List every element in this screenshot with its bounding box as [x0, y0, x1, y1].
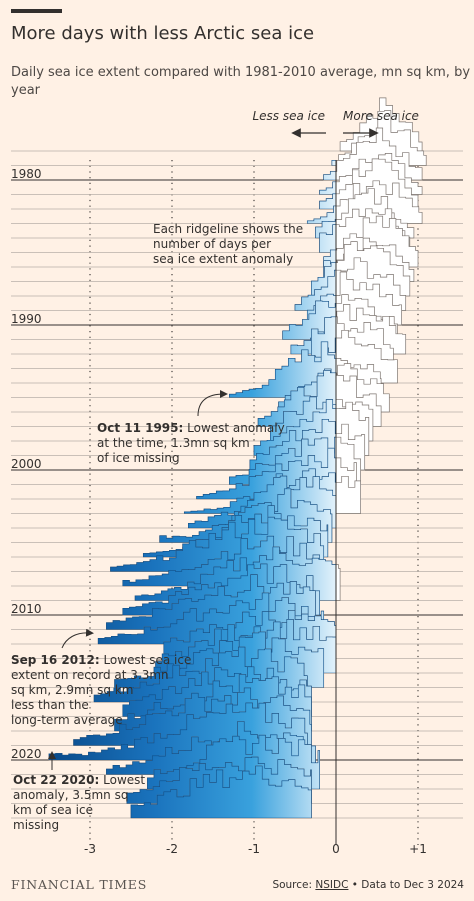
- ridgeline-note-line-2: number of days per: [153, 237, 271, 251]
- ridge-negative-fill: [130, 765, 312, 818]
- year-label-2000: 2000: [11, 457, 42, 471]
- top-accent-bar: [11, 9, 62, 13]
- source-note: Source: NSIDC • Data to Dec 3 2024: [272, 879, 464, 891]
- year-label-1990: 1990: [11, 312, 42, 326]
- more-sea-ice-label: More sea ice: [343, 109, 419, 123]
- page-title: More days with less Arctic sea ice: [11, 23, 315, 44]
- direction-indicator: Less sea ice More sea ice: [252, 109, 419, 138]
- ridgeline-note-line-3: sea ice extent anomaly: [153, 252, 293, 266]
- ridge-negative-fill: [323, 171, 336, 180]
- note-2012-line-2: extent on record at 3.3mn: [11, 668, 169, 682]
- x-tick-label: -2: [166, 842, 178, 856]
- ridge-negative-fill: [229, 341, 336, 398]
- ridge-negative-fill: [319, 224, 336, 253]
- ridge-negative-fill: [319, 181, 336, 195]
- note-2020-line-3: km of sea ice: [13, 803, 93, 817]
- year-labels: 1980 1990 2000 2010 2020: [11, 167, 42, 761]
- annotation-2020: Oct 22 2020: Lowest anomaly, 3.5mn sq km…: [13, 751, 145, 832]
- note-1995-line-2: at the time, 1.3mn sq km: [97, 436, 250, 450]
- ridge-negative-fill: [282, 300, 336, 340]
- note-2012-line-5: long-term average: [11, 713, 123, 727]
- year-label-2020: 2020: [11, 747, 42, 761]
- note-2020-line-1: Oct 22 2020: Lowest: [13, 773, 145, 787]
- x-tick-label: 0: [332, 842, 340, 856]
- annotation-2012: Sep 16 2012: Lowest sea ice extent on re…: [11, 628, 191, 727]
- note-2012-line-3: sq km, 2.9mn sq km: [11, 683, 133, 697]
- note-2012-line-1: Sep 16 2012: Lowest sea ice: [11, 653, 191, 667]
- source-link[interactable]: NSIDC: [315, 879, 349, 891]
- ridgeline-note-line-1: Each ridgeline shows the: [153, 222, 303, 236]
- x-tick-label: -1: [248, 842, 260, 856]
- ridge-negative-fill: [307, 205, 336, 224]
- ridgeline-note: Each ridgeline shows the number of days …: [153, 222, 303, 266]
- year-label-1980: 1980: [11, 167, 42, 181]
- arrow-1995: [197, 390, 228, 417]
- note-2020-line-2: anomaly, 3.5mn sq: [13, 788, 128, 802]
- x-tick-label: +1: [409, 842, 427, 856]
- note-2012-line-4: less than the: [11, 698, 89, 712]
- annotation-1995: Oct 11 1995: Lowest anomaly at the time,…: [97, 390, 285, 465]
- x-tick-label: -3: [84, 842, 96, 856]
- note-1995-line-1: Oct 11 1995: Lowest anomaly: [97, 421, 285, 435]
- ridgelines: [11, 97, 463, 819]
- ridgeline-1983: [11, 180, 463, 224]
- ridge-negative-fill: [331, 160, 336, 166]
- note-2020-line-4: missing: [13, 818, 59, 832]
- ft-logo: FINANCIAL TIMES: [11, 877, 148, 892]
- less-sea-ice-label: Less sea ice: [252, 109, 325, 123]
- arrow-2012: [61, 628, 94, 649]
- chart-subtitle: Daily sea ice extent compared with 1981-…: [11, 65, 471, 98]
- ridge-negative-fill: [319, 193, 336, 209]
- ridgeline-2024: [11, 765, 463, 819]
- x-tick-labels: -3 -2 -1 0 +1: [84, 842, 427, 856]
- year-label-2010: 2010: [11, 602, 42, 616]
- note-1995-line-3: of ice missing: [97, 451, 180, 465]
